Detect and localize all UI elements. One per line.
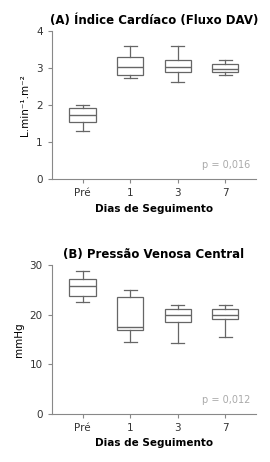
X-axis label: Dias de Seguimento: Dias de Seguimento [95, 438, 213, 448]
Text: p = 0,016: p = 0,016 [202, 160, 250, 170]
PathPatch shape [212, 64, 238, 73]
PathPatch shape [69, 108, 96, 122]
Title: (A) Índice Cardíaco (Fluxo DAV): (A) Índice Cardíaco (Fluxo DAV) [50, 14, 258, 27]
X-axis label: Dias de Seguimento: Dias de Seguimento [95, 204, 213, 213]
Text: p = 0,012: p = 0,012 [202, 395, 250, 405]
Y-axis label: mmHg: mmHg [14, 322, 24, 357]
PathPatch shape [117, 298, 143, 329]
PathPatch shape [164, 309, 191, 322]
PathPatch shape [212, 309, 238, 319]
PathPatch shape [117, 57, 143, 74]
Title: (B) Pressão Venosa Central: (B) Pressão Venosa Central [63, 249, 244, 261]
Y-axis label: L.min⁻¹.m⁻²: L.min⁻¹.m⁻² [21, 74, 31, 136]
PathPatch shape [164, 60, 191, 73]
PathPatch shape [69, 279, 96, 296]
